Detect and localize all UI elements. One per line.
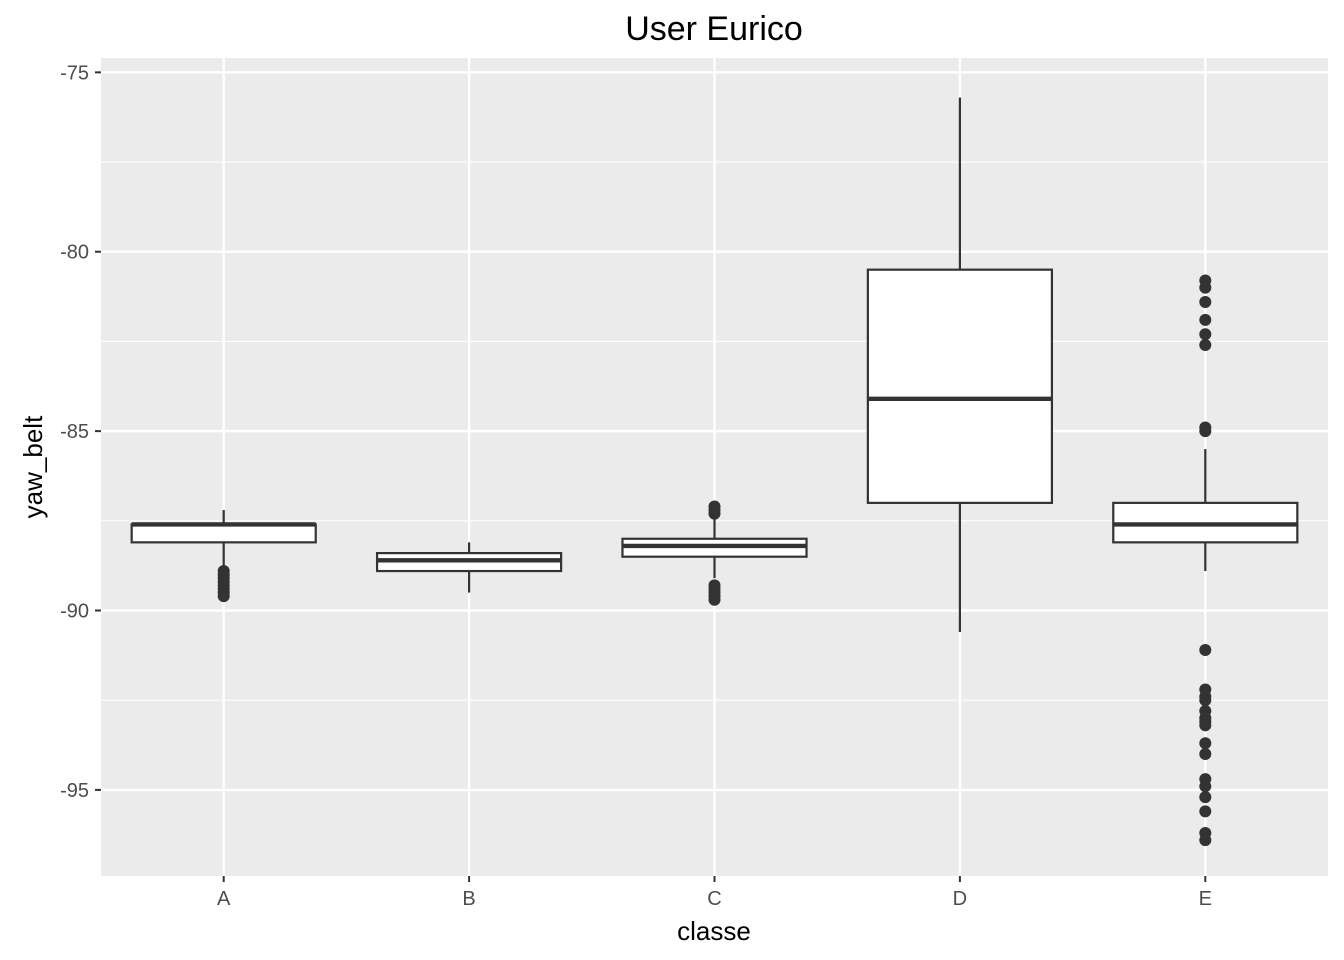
x-axis: A B C D E: [217, 876, 1212, 910]
outlier-point: [217, 590, 230, 603]
outlier-point: [1199, 780, 1212, 793]
outlier-point: [1199, 694, 1212, 707]
x-tick-label: E: [1199, 888, 1212, 910]
box-C: [621, 500, 808, 606]
outlier-point: [1199, 643, 1212, 656]
y-axis: -75 -80 -85 -90 -95: [60, 62, 101, 802]
outlier-point: [1199, 295, 1212, 308]
outlier-point: [708, 507, 721, 520]
y-tick-label: -90: [60, 601, 89, 623]
outlier-point: [1199, 313, 1212, 326]
outlier-point: [1199, 748, 1212, 761]
outlier-point: [1199, 425, 1212, 438]
chart-title: User Eurico: [625, 10, 803, 48]
outlier-point: [1199, 328, 1212, 341]
x-tick-label: B: [462, 888, 475, 910]
box-A: [130, 510, 317, 603]
x-tick-label: D: [953, 888, 967, 910]
box-iqr: [130, 523, 317, 544]
outlier-point: [1199, 791, 1212, 804]
x-axis-title: classe: [677, 916, 751, 946]
boxes-layer: [130, 97, 1299, 847]
box-E: [1112, 274, 1299, 847]
outlier-point: [1199, 719, 1212, 732]
box-D: [866, 97, 1054, 633]
x-tick-label: A: [217, 888, 231, 910]
outlier-point: [1199, 805, 1212, 818]
y-tick-label: -75: [60, 62, 89, 84]
box-iqr: [866, 268, 1054, 504]
y-tick-label: -85: [60, 421, 89, 443]
y-tick-label: -80: [60, 242, 89, 264]
outlier-point: [708, 593, 721, 606]
outlier-point: [1199, 737, 1212, 750]
x-tick-label: C: [707, 888, 721, 910]
box-B: [375, 542, 563, 593]
outlier-point: [1199, 281, 1212, 294]
y-axis-title: yaw_belt: [18, 415, 48, 518]
outlier-point: [1199, 339, 1212, 352]
outlier-point: [1199, 834, 1212, 847]
y-tick-label: -95: [60, 780, 89, 802]
